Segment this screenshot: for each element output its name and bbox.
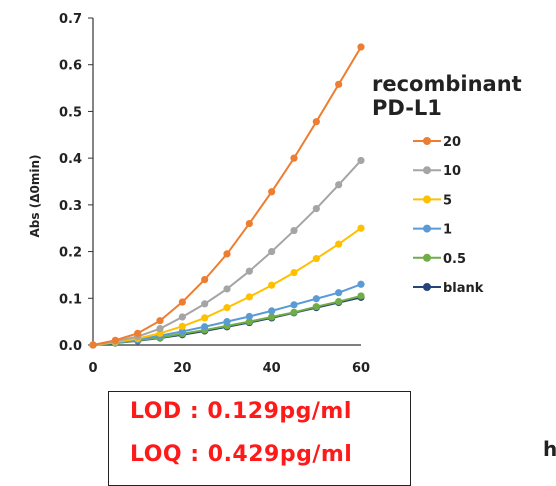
y-tick-label: 0.3 [59,199,82,214]
legend-label: blank [443,281,484,296]
x-tick-labels: 0 20 40 60 [88,361,370,376]
legend-swatch-marker [423,224,431,233]
data-point [156,325,164,333]
y-tick-label: 0.5 [59,105,82,120]
y-tick-label: 0.2 [59,246,82,261]
legend-label: 5 [443,193,452,208]
data-point [357,43,365,51]
data-point [245,318,253,326]
y-axis-label: Abs (Δ0min) [28,155,42,238]
data-point [156,317,164,325]
data-point [201,300,209,308]
data-point [312,254,320,263]
plot-area [89,43,365,349]
legend-item-0.5: 0.5 [413,252,466,267]
legend-title: recombinant PD-L1 [372,72,522,120]
data-point [201,323,209,331]
data-point [335,181,343,189]
legend-label: 0.5 [443,252,466,267]
legend-item-blank: blank [413,281,484,296]
data-point [357,156,365,165]
data-point [245,293,253,301]
legend-label: 20 [443,135,461,150]
data-point [357,292,365,300]
series-20 [89,43,365,349]
legend-swatch-marker [423,253,431,262]
data-point [312,303,320,311]
legend-swatch-marker [423,166,431,175]
data-point [268,313,276,321]
data-point [245,219,253,228]
data-point [178,322,186,330]
data-point [335,240,343,248]
data-point [268,188,276,196]
cropped-text-fragment: h [543,437,556,461]
data-point [290,154,298,162]
data-point [111,336,119,344]
legend-item-1: 1 [413,223,452,238]
legend: 20 10 5 1 0.5 blank [413,135,484,296]
legend-swatch-marker [423,195,431,204]
data-point [290,226,298,235]
data-point [312,118,320,126]
data-point [290,308,298,316]
data-point [245,267,253,275]
data-point [290,301,298,309]
data-point [223,318,231,326]
data-point [178,313,186,321]
x-tick-label: 0 [88,361,97,376]
data-point [201,276,209,284]
data-point [268,247,276,256]
legend-item-10: 10 [413,164,461,179]
y-tick-label: 0.0 [59,339,82,354]
data-point [268,307,276,315]
legend-swatch-marker [423,137,431,145]
data-point [223,250,231,258]
lod-text: LOD : 0.129pg/ml [130,399,352,424]
data-point [357,280,365,288]
data-point [312,204,320,213]
x-tick-label: 40 [263,361,281,376]
data-point [268,281,276,289]
data-point [312,295,320,303]
x-tick-label: 60 [352,361,370,376]
data-point [178,298,186,306]
series-line [92,46,362,346]
y-tick-label: 0.4 [59,152,82,167]
legend-label: 1 [443,223,452,238]
series-line [92,283,362,346]
data-point [178,327,186,336]
data-point [290,268,298,277]
data-point [89,341,97,349]
data-point [335,289,343,297]
legend-label: 10 [443,164,461,179]
legend-item-5: 5 [413,193,452,208]
y-tick-label: 0.6 [59,59,82,74]
x-tick-label: 20 [173,361,191,376]
y-tick-labels: 0.0 0.1 0.2 0.3 0.4 0.5 0.6 0.7 [59,12,82,354]
data-point [357,224,365,232]
chart-axes [88,17,361,346]
data-point [201,314,209,322]
data-point [335,297,343,306]
legend-item-20: 20 [413,135,461,150]
data-point [134,329,142,337]
y-tick-label: 0.1 [59,292,82,307]
loq-text: LOQ : 0.429pg/ml [130,442,353,467]
data-point [245,312,253,321]
data-point [335,80,343,88]
data-point [223,285,231,293]
data-point [223,304,231,312]
y-tick-label: 0.7 [59,12,82,27]
legend-swatch-marker [423,283,431,291]
